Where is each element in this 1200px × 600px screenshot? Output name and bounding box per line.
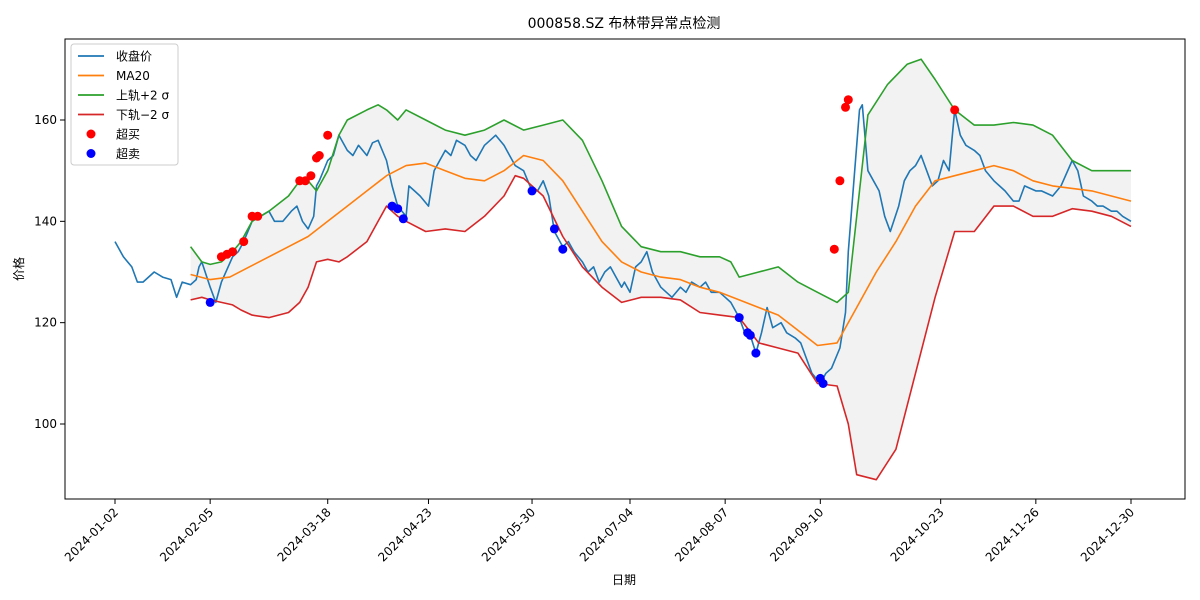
legend-label-oversold: 超卖: [116, 146, 140, 161]
oversold-marker-12: [818, 379, 828, 388]
series-line-ma20: [190, 154, 1132, 347]
overbought-marker-15: [843, 95, 853, 105]
x-axis-label: 日期: [612, 573, 636, 587]
overbought-marker-16: [950, 105, 960, 115]
legend-label-lower: 下轨−2 σ: [116, 108, 170, 122]
overbought-marker-5: [253, 211, 263, 221]
series-layer: [114, 58, 1132, 481]
y-tick-label-1: 120: [34, 316, 57, 330]
oversold-marker-3: [398, 214, 408, 224]
series-line-close: [114, 104, 1132, 385]
overbought-marker-12: [829, 244, 839, 254]
y-axis: 100 120 140 160: [34, 113, 65, 431]
plot-area: [114, 58, 1132, 481]
y-tick-label-3: 160: [34, 113, 57, 127]
y-tick-label-2: 140: [34, 214, 57, 228]
overbought-marker-8: [306, 171, 316, 181]
oversold-marker-4: [527, 186, 537, 196]
legend-label-overbought: 超买: [116, 127, 140, 142]
plot-frame: [64, 38, 1186, 500]
oversold-marker-9: [745, 330, 755, 340]
legend-label-close: 收盘价: [116, 49, 152, 64]
chart-title: 000858.SZ 布林带异常点检测: [528, 16, 721, 32]
legend-swatch-oversold: [86, 149, 96, 158]
oversold-marker-6: [558, 244, 568, 254]
series-line-lower: [190, 174, 1132, 481]
legend-swatch-overbought: [86, 129, 96, 139]
oversold-marker-5: [549, 224, 559, 234]
y-axis-label: 价格: [11, 257, 26, 281]
oversold-marker-0: [205, 297, 215, 307]
y-tick-label-0: 100: [34, 417, 57, 431]
overbought-marker-3: [239, 237, 249, 247]
oversold-marker-2: [393, 204, 403, 214]
markers-layer: [205, 95, 960, 388]
overbought-marker-2: [228, 247, 238, 257]
legend-label-upper: 上轨+2 σ: [116, 89, 170, 103]
overbought-marker-13: [835, 176, 845, 186]
band-fill: [190, 59, 1132, 480]
legend-box: [70, 43, 179, 166]
overbought-marker-10: [314, 151, 324, 160]
oversold-marker-7: [734, 313, 744, 323]
legend-label-ma20: MA20: [116, 69, 150, 83]
overbought-marker-11: [323, 130, 333, 140]
overbought-marker-14: [841, 102, 850, 112]
oversold-marker-10: [751, 348, 761, 358]
